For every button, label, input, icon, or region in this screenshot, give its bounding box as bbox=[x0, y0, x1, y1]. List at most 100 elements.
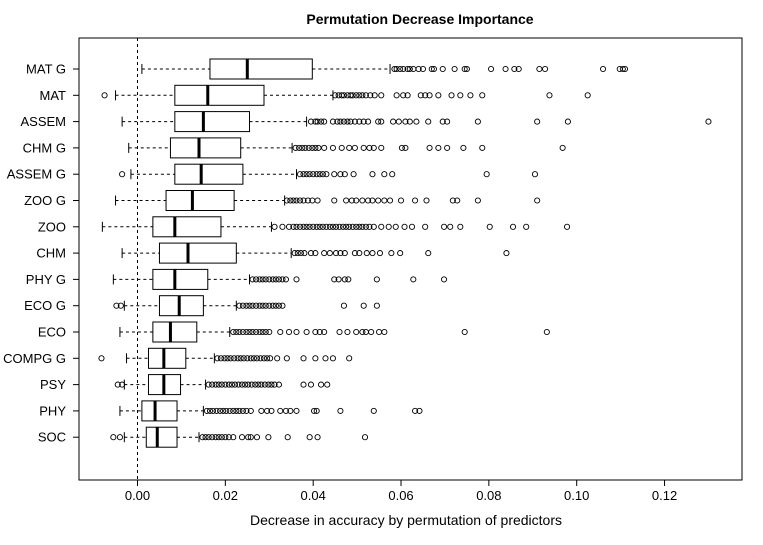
outlier-point bbox=[274, 355, 281, 362]
outlier-point bbox=[457, 92, 464, 99]
outlier-point bbox=[287, 407, 294, 414]
outlier-point bbox=[218, 434, 225, 441]
outlier-point bbox=[226, 407, 233, 414]
outlier-point bbox=[300, 171, 307, 178]
outlier-point bbox=[502, 65, 509, 73]
outlier-point bbox=[511, 65, 518, 73]
outlier-point bbox=[235, 381, 242, 388]
x-axis: 0.00 0.02 0.04 0.06 0.08 0.10 0.12 bbox=[125, 479, 677, 503]
outlier-point bbox=[398, 144, 405, 151]
outlier-point bbox=[474, 118, 481, 125]
outlier-point bbox=[293, 223, 300, 230]
outlier-point bbox=[220, 407, 227, 414]
y-category-label: MAT bbox=[40, 88, 67, 103]
outlier-point bbox=[367, 92, 374, 99]
outlier-point bbox=[279, 276, 286, 283]
outlier-point bbox=[329, 223, 336, 230]
outlier-point bbox=[337, 171, 344, 178]
outlier-point bbox=[415, 65, 422, 73]
outlier-point bbox=[212, 381, 219, 388]
outlier-point bbox=[515, 65, 522, 73]
outlier-point bbox=[346, 355, 353, 362]
outlier-point bbox=[353, 223, 360, 230]
outlier-point bbox=[214, 355, 221, 362]
outlier-point bbox=[408, 223, 416, 230]
outlier-point bbox=[324, 381, 331, 388]
outlier-point bbox=[313, 407, 320, 414]
outlier-point bbox=[277, 407, 284, 414]
outlier-point bbox=[231, 381, 239, 388]
outlier-point bbox=[239, 407, 246, 414]
outlier-point bbox=[296, 197, 304, 204]
outlier-point bbox=[381, 197, 388, 204]
iqr-box bbox=[152, 216, 222, 238]
outlier-point bbox=[430, 65, 438, 73]
outlier-point bbox=[340, 118, 347, 125]
outlier-point bbox=[252, 381, 259, 388]
iqr-box bbox=[174, 111, 250, 133]
x-tick-label: 0.06 bbox=[388, 488, 413, 503]
outlier-point bbox=[283, 197, 290, 204]
outlier-point bbox=[356, 92, 363, 99]
outlier-point bbox=[381, 328, 388, 336]
outlier-point bbox=[451, 65, 458, 73]
outlier-point bbox=[239, 328, 246, 336]
outlier-point bbox=[400, 92, 407, 99]
outlier-point bbox=[378, 92, 385, 99]
outlier-point bbox=[249, 302, 256, 309]
outlier-point bbox=[259, 302, 266, 309]
outlier-point bbox=[345, 276, 352, 283]
outlier-point bbox=[356, 223, 363, 230]
outlier-point bbox=[422, 223, 429, 230]
outlier-point bbox=[389, 171, 396, 178]
outlier-point bbox=[257, 355, 264, 362]
outlier-point bbox=[215, 434, 222, 441]
outlier-point bbox=[397, 65, 404, 73]
outlier-point bbox=[238, 381, 246, 388]
outlier-point bbox=[282, 407, 289, 414]
iqr-box bbox=[165, 190, 235, 211]
outlier-point bbox=[213, 407, 220, 414]
outlier-point bbox=[246, 328, 253, 336]
outlier-point bbox=[245, 381, 252, 388]
outlier-point bbox=[344, 118, 351, 125]
outlier-point bbox=[243, 407, 250, 414]
y-category-label: ECO G bbox=[24, 298, 66, 313]
outlier-point bbox=[224, 355, 231, 362]
outlier-point bbox=[375, 118, 382, 125]
outlier-point bbox=[253, 276, 260, 283]
outlier-point bbox=[338, 92, 345, 99]
outlier-point bbox=[460, 144, 467, 151]
iqr-box bbox=[174, 163, 244, 185]
outlier-point bbox=[247, 434, 254, 441]
outlier-point bbox=[397, 250, 404, 257]
outlier-point bbox=[315, 144, 322, 151]
chart-title: Permutation Decrease Importance bbox=[306, 11, 533, 27]
outlier-point bbox=[536, 65, 543, 73]
outlier-point bbox=[332, 250, 340, 257]
x-tick-label: 0.00 bbox=[125, 488, 150, 503]
outlier-point bbox=[269, 276, 276, 283]
outlier-point bbox=[114, 381, 121, 388]
x-tick-label: 0.02 bbox=[213, 488, 238, 503]
outlier-point bbox=[406, 118, 413, 125]
outlier-point bbox=[356, 250, 363, 257]
outlier-point bbox=[402, 118, 409, 125]
outlier-point bbox=[335, 276, 342, 283]
outlier-point bbox=[331, 276, 338, 283]
outlier-point bbox=[351, 144, 358, 151]
outlier-point bbox=[439, 65, 446, 73]
outlier-point bbox=[337, 407, 344, 414]
outlier-point bbox=[256, 276, 263, 283]
y-category-label: ECO bbox=[38, 325, 66, 340]
box-series: COMPG G bbox=[3, 347, 353, 369]
outlier-point bbox=[260, 355, 268, 362]
outlier-point bbox=[268, 407, 275, 414]
outlier-point bbox=[305, 144, 312, 151]
series-group: MAT G MAT ASSEM CHM G ASSEM G ZOO G ZOO CHM PHY … bbox=[3, 58, 712, 448]
outlier-point bbox=[205, 381, 212, 388]
outlier-point bbox=[444, 144, 451, 151]
outlier-point bbox=[249, 328, 256, 336]
outlier-point bbox=[234, 355, 241, 362]
outlier-point bbox=[359, 197, 366, 204]
